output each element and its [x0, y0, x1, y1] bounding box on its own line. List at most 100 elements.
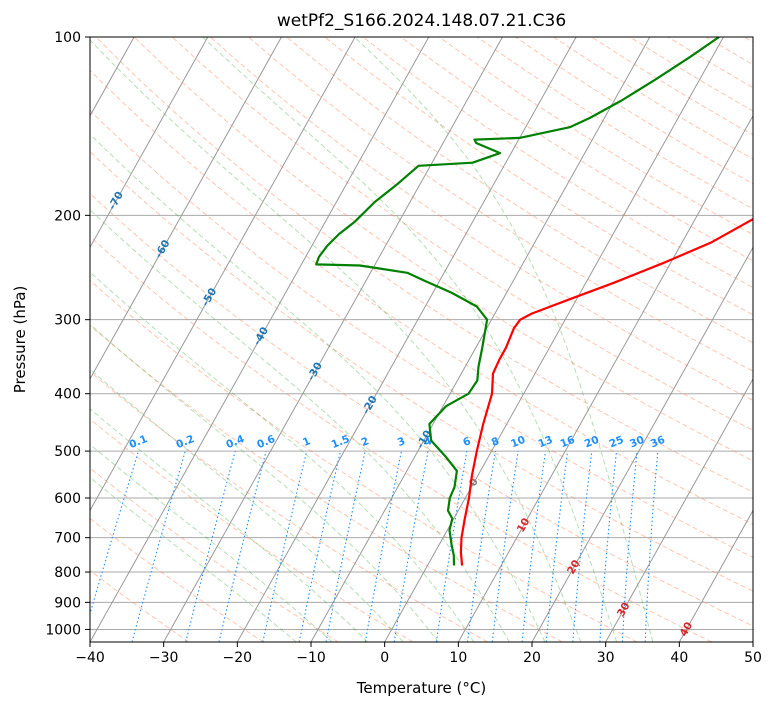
x-tick-label: 50 [744, 650, 762, 666]
x-tick-label: −20 [223, 650, 253, 666]
mixing-ratio-line [218, 450, 267, 642]
dry-adiabat [171, 37, 753, 431]
moist-adiabat [90, 209, 510, 642]
isotherm-label: -70 [106, 190, 126, 212]
dry-adiabat [362, 37, 753, 289]
y-tick-label: 200 [54, 208, 81, 224]
x-tick-label: −10 [296, 650, 326, 666]
moist-adiabat [90, 476, 297, 642]
dry-adiabat [667, 37, 753, 89]
mixing-ratio-line [325, 450, 366, 642]
mixing-ratio-label: 4 [422, 435, 433, 449]
isotherm-line [236, 37, 577, 642]
mixing-ratio-line [572, 451, 593, 642]
dry-adiabat [90, 192, 753, 627]
x-tick-label: −30 [149, 650, 179, 666]
mixing-ratio-line [545, 451, 569, 642]
mixing-ratio-line [393, 451, 429, 642]
mixing-ratio-line [90, 450, 139, 616]
x-tick-label: 0 [380, 650, 389, 666]
mixing-ratio-label: 0.2 [174, 433, 196, 451]
y-tick-label: 800 [54, 565, 81, 581]
mixing-ratio-label: 6 [461, 435, 472, 449]
isotherm-label: -50 [199, 286, 219, 308]
isotherm-line [384, 37, 724, 642]
mixing-ratio-line [466, 451, 496, 642]
dry-adiabat [90, 279, 638, 642]
x-tick-label: 40 [670, 650, 688, 666]
x-axis-label: Temperature (°C) [356, 679, 486, 697]
isotherm-line [457, 114, 753, 642]
moist-adiabat [90, 39, 582, 642]
dry-adiabat [90, 150, 753, 592]
isotherm-line [531, 246, 753, 642]
mixing-ratio-label: 8 [490, 435, 501, 449]
y-tick-label: 900 [54, 595, 81, 611]
isotherm-label: -40 [251, 325, 271, 347]
moist-adiabat [90, 443, 333, 642]
moist-adiabat [90, 323, 439, 642]
isotherm-line [90, 37, 209, 249]
x-tick-label: 10 [449, 650, 467, 666]
y-tick-label: 500 [54, 444, 81, 460]
dry-adiabat [591, 37, 753, 136]
moist-adiabat [90, 408, 369, 642]
dry-adiabat [90, 235, 712, 642]
dry-adiabat [90, 370, 488, 642]
x-tick-label: 30 [597, 650, 615, 666]
dry-adiabat [90, 69, 753, 525]
series-line-dewpoint [315, 37, 720, 566]
plot-area: 0.1 0.2 0.4 0.6 1 1.5 2 3 4 6 8 10 13 16 20 25 30 36-70-6… [0, 37, 753, 642]
mixing-ratio-label: 0.1 [128, 433, 150, 451]
y-tick-label: 600 [54, 491, 81, 507]
mixing-ratio-line [298, 450, 342, 642]
mixing-ratio-line [131, 450, 186, 642]
mixing-ratio-label: 20 [583, 434, 601, 451]
axes: −40 −30 −20 −10 0 10 20 30 40 5010020030040050060… [45, 30, 762, 666]
isotherm-line [0, 37, 60, 642]
mixing-ratio-label: 16 [559, 434, 577, 451]
mixing-ratio-label: 25 [607, 434, 625, 451]
dry-adiabat [400, 37, 753, 262]
dry-adiabat [90, 569, 190, 642]
moist-adiabat [90, 271, 475, 642]
isotherm-label: -60 [153, 238, 173, 260]
mixing-ratio-line [262, 450, 308, 642]
mixing-ratio-line [435, 451, 468, 642]
isotherm-label: 0 [467, 476, 481, 488]
y-tick-label: 400 [54, 387, 81, 403]
y-tick-label: 300 [54, 313, 81, 329]
dry-adiabat [90, 517, 264, 642]
mixing-ratio-line [364, 450, 402, 642]
mixing-ratio-label: 2 [360, 435, 371, 449]
moist-adiabat [90, 133, 546, 642]
mixing-ratio-label: 36 [649, 434, 667, 451]
moist-adiabat [90, 368, 404, 642]
isotherm-label: 10 [515, 516, 533, 535]
isotherm-line [752, 640, 753, 642]
mixing-ratio-label: 30 [628, 434, 646, 451]
isotherm-line [310, 37, 651, 642]
mixing-ratio-label: 0.4 [224, 433, 246, 451]
dry-adiabat [90, 467, 339, 642]
x-tick-label: 20 [523, 650, 541, 666]
isotherm-line [678, 509, 753, 642]
dry-adiabat [90, 109, 753, 558]
dry-adiabat [438, 37, 753, 236]
y-tick-label: 700 [54, 531, 81, 547]
mixing-ratio-line [521, 451, 547, 642]
plot-frame [89, 36, 754, 643]
dry-adiabat [324, 37, 753, 316]
y-tick-label: 100 [54, 30, 81, 46]
dry-adiabat [90, 324, 563, 642]
isotherm-line [90, 37, 282, 380]
y-axis-label: Pressure (hPa) [11, 286, 29, 394]
isotherm-label: 30 [615, 600, 633, 619]
dry-adiabat [743, 37, 753, 43]
y-tick-label: 1000 [45, 622, 81, 638]
mixing-ratio-line [644, 451, 659, 642]
isotherm-line [90, 37, 356, 512]
moist-adiabat [202, 37, 618, 642]
mixing-ratio-label: 1 [301, 435, 312, 449]
